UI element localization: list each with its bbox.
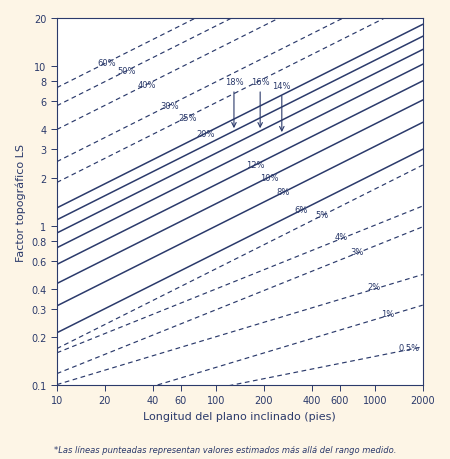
Text: 2%: 2% (368, 282, 381, 291)
Text: 20%: 20% (196, 130, 215, 139)
Text: 18%: 18% (225, 78, 243, 128)
Text: 8%: 8% (276, 187, 290, 196)
Text: 50%: 50% (117, 67, 136, 76)
Text: 1%: 1% (382, 309, 395, 318)
Text: 25%: 25% (178, 113, 197, 122)
Text: 6%: 6% (294, 206, 307, 214)
Text: 16%: 16% (251, 78, 270, 128)
X-axis label: Longitud del plano inclinado (pies): Longitud del plano inclinado (pies) (144, 411, 336, 421)
Text: *Las líneas punteadas representan valores estimados más allá del rango medido.: *Las líneas punteadas representan valore… (54, 445, 396, 454)
Text: 5%: 5% (315, 211, 328, 220)
Text: 12%: 12% (246, 161, 265, 170)
Y-axis label: Factor topográfico LS: Factor topográfico LS (15, 143, 26, 261)
Text: 4%: 4% (335, 233, 348, 242)
Text: 0.5%: 0.5% (398, 343, 419, 352)
Text: 3%: 3% (350, 247, 364, 256)
Text: 40%: 40% (137, 81, 156, 90)
Text: 10%: 10% (260, 173, 279, 182)
Text: 60%: 60% (98, 59, 116, 68)
Text: 14%: 14% (273, 82, 291, 132)
Text: 30%: 30% (161, 101, 180, 110)
